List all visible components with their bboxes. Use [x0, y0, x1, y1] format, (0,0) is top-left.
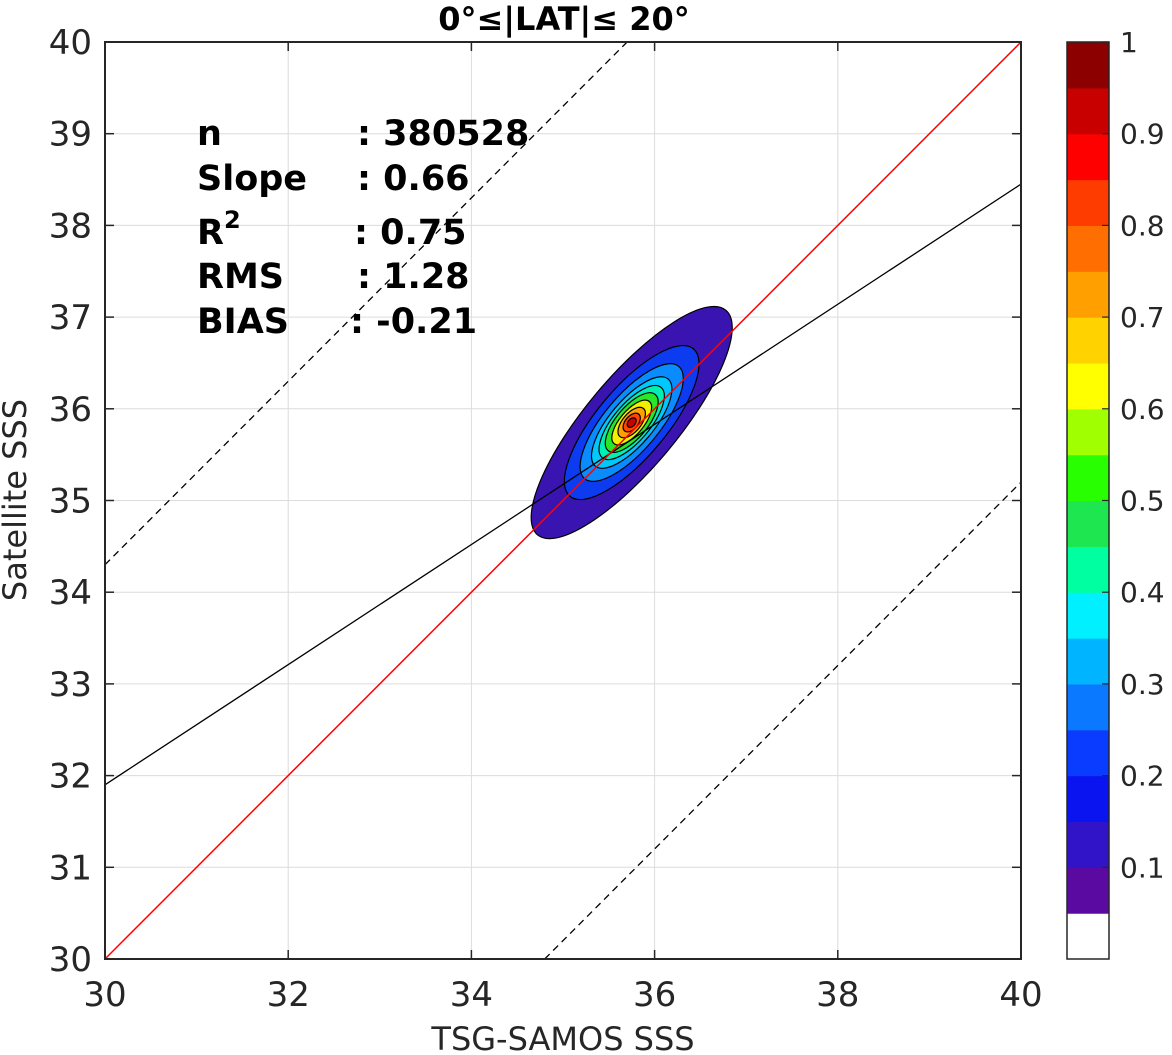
stat-r2-value: : 0.75: [354, 213, 467, 253]
colorbar-segment: [1067, 500, 1109, 547]
colorbar-segment: [1067, 683, 1109, 731]
colorbar-tick-label: 0.2: [1120, 760, 1165, 793]
colorbar-segment: [1067, 913, 1109, 960]
colorbar-segment: [1067, 179, 1109, 226]
colorbar-segment: [1067, 317, 1109, 364]
stat-slope-label: Slope: [197, 159, 307, 199]
colorbar-tick-label: 0.6: [1120, 393, 1165, 426]
colorbar-tick-label: 0.5: [1120, 485, 1165, 518]
chart-title: 0°≤|LAT|≤ 20°: [438, 0, 689, 39]
stat-bias-value: : -0.21: [350, 302, 477, 342]
y-axis-label: Satellite SSS: [0, 399, 34, 601]
y-tick-label: 39: [49, 115, 92, 155]
axis-ticks: 30 32 34 36 38 40 30 31 32 33 34 35 36 37 38 39 40: [49, 23, 1043, 1015]
regression-line: [104, 183, 1022, 786]
y-tick-label: 40: [49, 23, 92, 63]
colorbar-tick-label: 0.7: [1120, 301, 1165, 334]
x-tick-label: 32: [267, 975, 310, 1015]
x-tick-label: 36: [633, 975, 676, 1015]
stat-bias-label: BIAS: [197, 302, 289, 342]
colorbar-segment: [1067, 821, 1109, 868]
colorbar-segment: [1067, 454, 1109, 502]
stat-n-value: : 380528: [357, 114, 529, 154]
colorbar: 0.1 0.2 0.3 0.4 0.5 0.6 0.7 0.8 0.9 1: [1066, 26, 1165, 960]
y-tick-label: 30: [49, 940, 92, 980]
y-tick-label: 34: [49, 573, 92, 613]
x-tick-label: 40: [999, 975, 1042, 1015]
stat-r2-label: R2: [197, 206, 241, 253]
lower-bound-line: [544, 481, 1022, 960]
y-tick-label: 35: [49, 482, 92, 522]
colorbar-tick-label: 1: [1120, 26, 1138, 59]
stat-r2-superscript: 2: [224, 206, 241, 234]
colorbar-segment: [1067, 867, 1109, 914]
identity-line: [104, 41, 1022, 960]
colorbar-tick-label: 0.1: [1120, 851, 1165, 884]
y-tick-label: 38: [49, 206, 92, 246]
x-tick-label: 34: [450, 975, 493, 1015]
colorbar-segment: [1067, 408, 1109, 456]
contour-level: [626, 417, 637, 428]
stat-n-label: n: [197, 114, 222, 154]
y-tick-label: 37: [49, 298, 92, 338]
colorbar-tick-label: 0.9: [1120, 118, 1165, 151]
colorbar-segment: [1067, 592, 1109, 639]
colorbar-segment: [1067, 225, 1109, 272]
colorbar-segment: [1067, 729, 1109, 777]
stat-slope-value: : 0.66: [357, 159, 470, 199]
stats-box: n : 380528 Slope : 0.66 R2 : 0.75 RMS : …: [197, 114, 529, 342]
colorbar-segment: [1067, 775, 1109, 823]
upper-bound-line: [104, 41, 628, 566]
x-tick-label: 38: [816, 975, 859, 1015]
colorbar-tick-label: 0.3: [1120, 668, 1165, 701]
y-tick-label: 32: [49, 757, 92, 797]
stat-rms-label: RMS: [197, 257, 284, 297]
colorbar-segment: [1067, 133, 1109, 181]
y-tick-label: 31: [49, 848, 92, 888]
reference-lines: [104, 41, 1022, 960]
colorbar-tick-label: 0.8: [1120, 209, 1165, 242]
colorbar-tick-label: 0.4: [1120, 576, 1165, 609]
stat-r2-letter: R: [197, 213, 224, 253]
colorbar-segment: [1067, 42, 1109, 89]
colorbar-segment: [1067, 546, 1109, 593]
x-axis-label: TSG-SAMOS SSS: [430, 1020, 694, 1055]
y-tick-label: 33: [49, 665, 92, 705]
x-tick-label: 30: [83, 975, 126, 1015]
y-tick-label: 36: [49, 390, 92, 430]
colorbar-segment: [1067, 87, 1109, 135]
colorbar-segment: [1067, 638, 1109, 685]
stat-rms-value: : 1.28: [357, 257, 470, 297]
colorbar-segment: [1067, 271, 1109, 318]
colorbar-segment: [1067, 362, 1109, 410]
